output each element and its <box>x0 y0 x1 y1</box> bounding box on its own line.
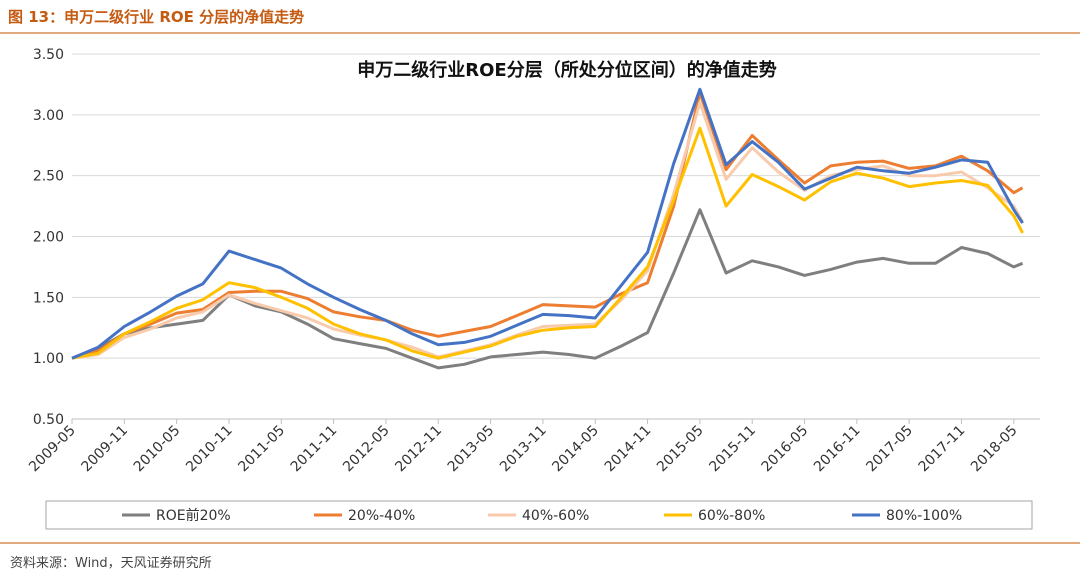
x-tick-label: 2016-11 <box>811 423 864 476</box>
x-tick-label: 2013-11 <box>497 423 550 476</box>
figure-footer: 资料来源：Wind，天风证券研究所 <box>0 540 1080 576</box>
legend-label: 20%-40% <box>348 508 415 524</box>
series-line <box>71 87 1024 360</box>
x-tick-label: 2010-05 <box>131 423 184 476</box>
footer-divider <box>0 542 1080 544</box>
y-tick-label: 3.00 <box>33 108 64 124</box>
x-tick-label: 2015-05 <box>654 423 707 476</box>
series-line <box>71 91 1024 360</box>
chart-series <box>71 87 1024 370</box>
legend-label: 60%-80% <box>698 508 765 524</box>
x-tick-label: 2009-05 <box>26 423 79 476</box>
figure-caption: 图 13：申万二级行业 ROE 分层的净值走势 <box>8 8 305 26</box>
x-tick-label: 2012-05 <box>340 423 393 476</box>
x-tick-label: 2016-05 <box>759 423 812 476</box>
chart-gridlines <box>72 53 1040 420</box>
y-tick-label: 3.50 <box>33 47 64 63</box>
x-tick-label: 2014-05 <box>549 423 602 476</box>
x-tick-label: 2010-11 <box>183 423 236 476</box>
series-line <box>71 126 1024 360</box>
x-axis: 2009-05 2009-11 2010-05 2010-11 2011-05 2011-… <box>26 418 1040 476</box>
header-divider <box>0 32 1080 34</box>
y-tick-label: 1.50 <box>33 290 64 306</box>
legend-label: 40%-60% <box>522 508 589 524</box>
source-note: 资料来源：Wind，天风证券研究所 <box>10 556 212 571</box>
x-tick-label: 2018-05 <box>968 423 1021 476</box>
legend-label: 80%-100% <box>886 508 962 524</box>
legend-label: ROE前20% <box>156 507 231 524</box>
x-tick-label: 2014-11 <box>602 423 655 476</box>
x-tick-label: 2012-11 <box>392 423 445 476</box>
chart-legend: ROE前20% 20%-40% 40%-60% 60%-80% 80%-100% <box>45 500 1033 530</box>
y-tick-label: 1.00 <box>33 351 64 367</box>
x-tick-label: 2015-11 <box>706 423 759 476</box>
y-tick-label: 2.50 <box>33 169 64 185</box>
y-tick-label: 0.50 <box>33 412 64 428</box>
y-axis: 0.50 1.00 1.50 2.00 2.50 3.00 3.50 <box>33 47 64 428</box>
x-tick-label: 2011-05 <box>235 423 288 476</box>
y-tick-label: 2.00 <box>33 230 64 246</box>
x-tick-label: 2017-11 <box>916 423 969 476</box>
x-tick-label: 2009-11 <box>78 423 131 476</box>
x-tick-label: 2011-11 <box>288 423 341 476</box>
x-tick-label: 2017-05 <box>863 423 916 476</box>
figure-header: 图 13：申万二级行业 ROE 分层的净值走势 <box>0 0 1080 34</box>
chart-title: 申万二级行业ROE分层（所处分位区间）的净值走势 <box>357 59 776 81</box>
series-line <box>71 208 1024 370</box>
line-chart: 0.50 1.00 1.50 2.00 2.50 3.00 3.50 2009-05 2009… <box>26 47 1040 530</box>
series-line <box>71 101 1024 360</box>
x-tick-label: 2013-05 <box>445 423 498 476</box>
